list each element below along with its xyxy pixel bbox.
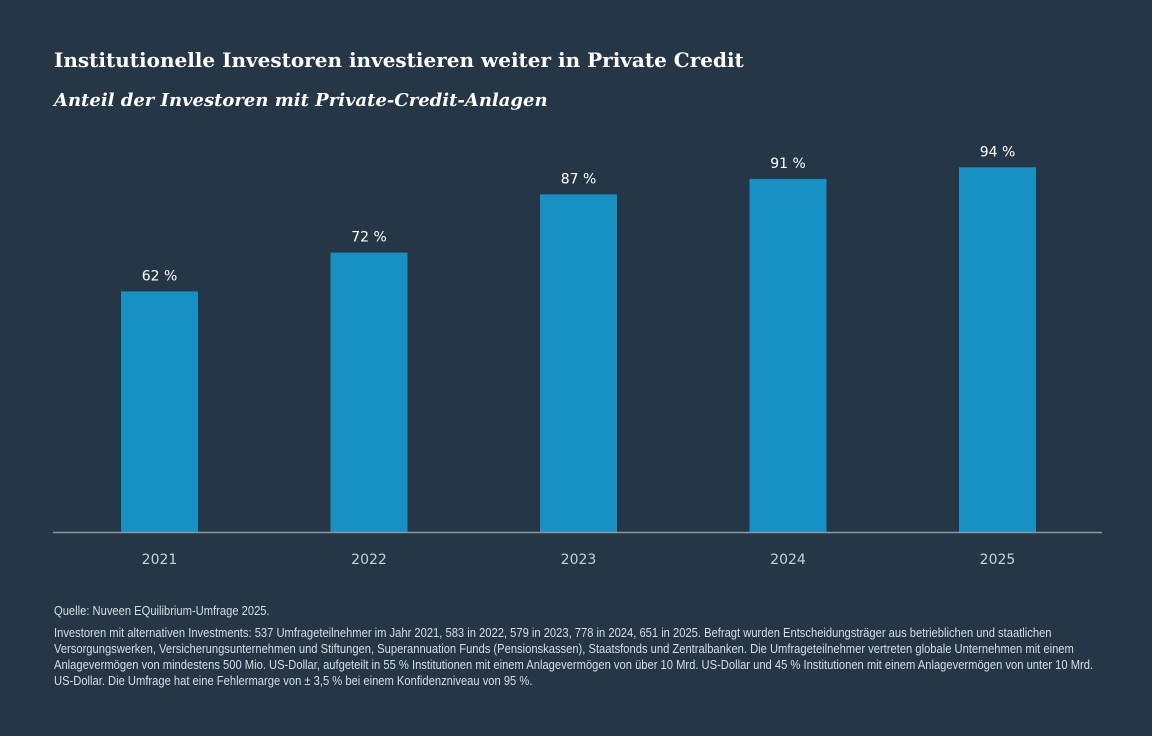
data-label-2021: 62 % bbox=[142, 268, 178, 284]
labels-group: 62 % 2021 72 % 2022 87 % 2023 91 % 2024 94 % 2025 bbox=[142, 144, 1016, 568]
x-tick-label-2025: 2025 bbox=[980, 552, 1016, 568]
bar-2025 bbox=[959, 167, 1036, 533]
bar-2022 bbox=[330, 252, 408, 532]
x-tick-label-2021: 2021 bbox=[142, 552, 178, 568]
data-label-2024: 91 % bbox=[770, 156, 806, 172]
x-tick-label-2024: 2024 bbox=[770, 552, 806, 568]
data-label-2022: 72 % bbox=[351, 230, 387, 246]
chart-subtitle: Anteil der Investoren mit Private-Credit… bbox=[54, 90, 548, 111]
bars-group bbox=[121, 167, 1036, 533]
x-tick-label-2022: 2022 bbox=[351, 552, 387, 568]
data-label-2023: 87 % bbox=[561, 171, 597, 187]
x-tick-label-2023: 2023 bbox=[561, 552, 597, 568]
bar-chart: 62 % 2021 72 % 2022 87 % 2023 91 % 2024 94 % 2025 bbox=[53, 144, 1102, 568]
methodology-note: Investoren mit alternativen Investments:… bbox=[54, 625, 1094, 688]
chart-footnote: Quelle: Nuveen EQuilibrium-Umfrage 2025.… bbox=[54, 603, 1114, 689]
data-label-2025: 94 % bbox=[980, 144, 1016, 160]
bar-2024 bbox=[749, 178, 827, 532]
chart-title: Institutionelle Investoren investieren w… bbox=[54, 48, 744, 72]
bar-2023 bbox=[540, 194, 617, 532]
bar-2021 bbox=[121, 291, 198, 532]
source-note: Quelle: Nuveen EQuilibrium-Umfrage 2025. bbox=[54, 603, 270, 618]
